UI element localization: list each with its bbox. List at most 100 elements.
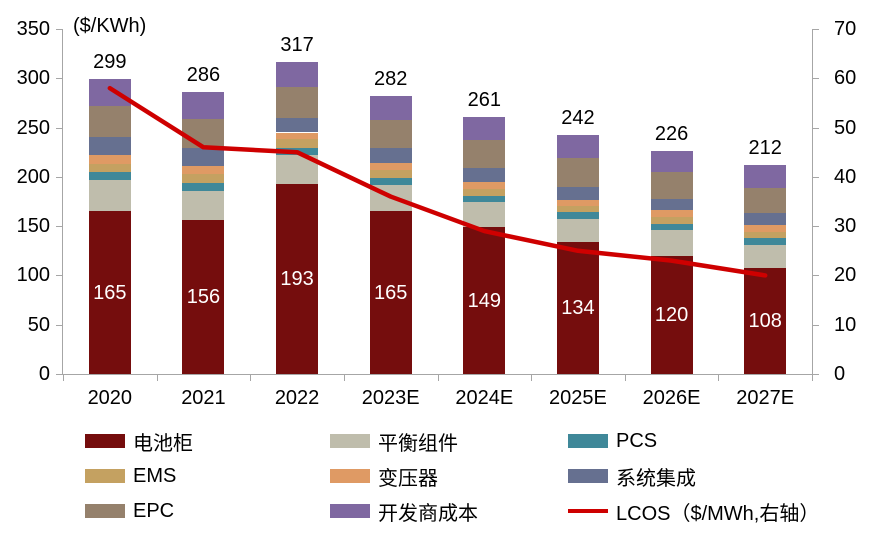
x-axis-label: 2027E xyxy=(736,387,795,409)
x-axis-tick xyxy=(438,375,439,381)
bar-segment-epc-2026E xyxy=(650,171,693,199)
bar-segment-epc-2022 xyxy=(276,87,319,118)
y-axis-left-tick xyxy=(56,374,62,375)
x-axis-tick xyxy=(250,375,251,381)
left-axis-title: ($/KWh) xyxy=(73,15,147,37)
bar-segment-pcs-2020 xyxy=(88,171,131,180)
y-axis-left-label: 0 xyxy=(38,363,50,385)
bar-value-label: 134 xyxy=(561,296,595,319)
bar-segment-transformer-2020 xyxy=(88,155,131,165)
y-axis-right-line xyxy=(812,29,813,374)
bar-segment-pcs-2027E xyxy=(744,237,787,245)
bar-segment-ems-2024E xyxy=(463,188,506,196)
y-axis-right-label: 60 xyxy=(834,67,857,90)
bar-segment-balance-of-plant-2026E xyxy=(650,230,693,256)
legend-label-lcos: LCOS（$/MWh,右轴） xyxy=(616,502,820,525)
bar-segment-ems-2023E xyxy=(369,169,412,178)
y-axis-left-label: 350 xyxy=(16,18,50,40)
bar-segment-epc-2024E xyxy=(463,140,506,168)
y-axis-right-tick xyxy=(813,78,819,79)
bar-total-label: 282 xyxy=(374,68,408,91)
legend-label-transformer: 变压器 xyxy=(378,467,438,490)
x-axis-label: 2024E xyxy=(455,387,514,409)
y-axis-left-label: 300 xyxy=(16,67,50,90)
y-axis-left-tick xyxy=(56,226,62,227)
bar-segment-system-integration-2027E xyxy=(744,213,787,226)
x-axis-label: 2025E xyxy=(549,387,607,409)
bar-segment-system-integration-2023E xyxy=(369,148,412,164)
legend-label-system-integration: 系统集成 xyxy=(616,467,696,490)
y-axis-right-label: 70 xyxy=(834,18,857,40)
legend-color-swatch-balance-of-plant xyxy=(330,434,370,448)
bar-segment-balance-of-plant-2021 xyxy=(182,190,225,221)
bar-segment-ems-2026E xyxy=(650,217,693,225)
bar-segment-system-integration-2025E xyxy=(556,186,599,200)
legend-item-system-integration: 系统集成 xyxy=(568,465,696,490)
bar-segment-developer-cost-2024E xyxy=(463,116,506,141)
bar-segment-pcs-2022 xyxy=(276,148,319,156)
bar-segment-balance-of-plant-2023E xyxy=(369,184,412,212)
bar-segment-balance-of-plant-2024E xyxy=(463,202,506,228)
bar-value-label: 108 xyxy=(748,309,782,332)
bar-segment-developer-cost-2022 xyxy=(276,61,319,88)
y-axis-left-label: 50 xyxy=(27,313,50,336)
y-axis-left-label: 150 xyxy=(16,215,50,238)
legend-item-balance-of-plant: 平衡组件 xyxy=(330,430,458,455)
y-axis-left-label: 250 xyxy=(16,116,50,139)
y-axis-right-tick xyxy=(813,226,819,227)
y-axis-left-label: 100 xyxy=(16,264,50,287)
bar-segment-developer-cost-2027E xyxy=(744,165,787,188)
y-axis-right-label: 40 xyxy=(834,165,857,188)
x-axis-tick xyxy=(718,375,719,381)
bar-value-label: 165 xyxy=(374,281,408,304)
x-axis-label: 2021 xyxy=(181,387,226,409)
bar-segment-transformer-2021 xyxy=(182,166,225,174)
y-axis-left-label: 200 xyxy=(16,165,50,188)
x-axis-tick xyxy=(625,375,626,381)
legend-label-ems: EMS xyxy=(133,464,177,487)
legend-color-swatch-pcs xyxy=(568,434,608,448)
legend-color-swatch-system-integration xyxy=(568,469,608,483)
y-axis-right-label: 50 xyxy=(834,116,857,139)
legend-color-swatch-transformer xyxy=(330,469,370,483)
bar-segment-transformer-2024E xyxy=(463,181,506,189)
bar-segment-transformer-2026E xyxy=(650,210,693,218)
y-axis-right-label: 0 xyxy=(834,363,846,385)
bar-segment-developer-cost-2020 xyxy=(88,79,131,106)
bar-segment-balance-of-plant-2027E xyxy=(744,244,787,268)
legend-line-swatch-lcos xyxy=(568,509,608,513)
y-axis-left-tick xyxy=(56,177,62,178)
bar-segment-system-integration-2022 xyxy=(276,117,319,133)
bar-segment-ems-2020 xyxy=(88,164,131,172)
legend-item-pcs: PCS xyxy=(568,430,657,452)
legend-label-balance-of-plant: 平衡组件 xyxy=(378,432,458,455)
y-axis-right-tick xyxy=(813,275,819,276)
legend-item-lcos: LCOS（$/MWh,右轴） xyxy=(568,500,819,525)
x-axis-tick xyxy=(344,375,345,381)
bar-total-label: 286 xyxy=(186,64,221,87)
bar-segment-transformer-2027E xyxy=(744,225,787,233)
x-axis-label: 2022 xyxy=(274,387,320,409)
bar-total-label: 226 xyxy=(654,123,689,146)
bar-segment-system-integration-2026E xyxy=(650,198,693,211)
bar-total-label: 299 xyxy=(93,51,127,74)
y-axis-right-label: 30 xyxy=(834,215,857,238)
bar-segment-battery-cabinet-2027E xyxy=(744,267,787,374)
bar-segment-ems-2025E xyxy=(556,206,599,213)
bar-segment-system-integration-2020 xyxy=(88,137,131,156)
y-axis-left-tick xyxy=(56,128,62,129)
bar-segment-ems-2022 xyxy=(276,139,319,149)
bar-segment-developer-cost-2026E xyxy=(650,151,693,172)
y-axis-right-tick xyxy=(813,128,819,129)
bar-segment-ems-2021 xyxy=(182,173,225,183)
legend-label-developer-cost: 开发商成本 xyxy=(378,502,478,525)
bar-segment-system-integration-2024E xyxy=(463,167,506,182)
x-axis-label: 2026E xyxy=(642,387,701,409)
bar-segment-pcs-2025E xyxy=(556,212,599,220)
bar-value-label: 149 xyxy=(467,289,501,312)
y-axis-right-tick xyxy=(813,29,819,30)
bar-segment-pcs-2021 xyxy=(182,182,225,191)
legend-item-transformer: 变压器 xyxy=(330,465,438,490)
bar-segment-balance-of-plant-2022 xyxy=(276,155,319,184)
